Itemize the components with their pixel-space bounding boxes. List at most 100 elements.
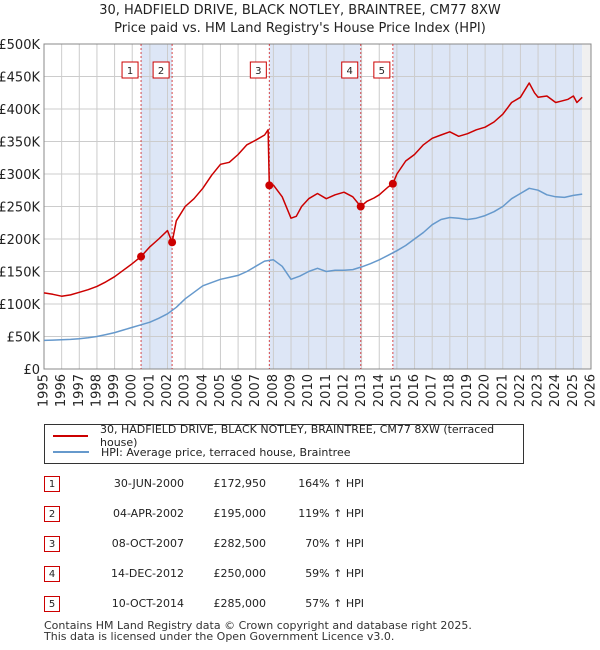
legend-label-hpi: HPI: Average price, terraced house, Brai… [101, 445, 351, 459]
sale-hpi-change: 59% ↑ HPI [305, 567, 364, 580]
footer-line1: Contains HM Land Registry data © Crown c… [44, 619, 472, 632]
sale-price: £282,500 [213, 537, 267, 550]
sale-box-label: 3 [255, 66, 261, 77]
x-tick-label: 2025 [566, 374, 581, 407]
sale-price: £195,000 [213, 507, 267, 520]
sale-hpi-change: 119% ↑ HPI [298, 507, 364, 520]
x-tick-label: 2007 [248, 374, 263, 407]
sale-point [168, 238, 177, 247]
y-tick-label: £0 [23, 363, 40, 378]
sale-point [356, 202, 365, 211]
x-tick-label: 2015 [389, 374, 404, 407]
legend-swatch-hpi [53, 451, 89, 453]
y-tick-label: £400K [0, 103, 40, 118]
x-tick-label: 1996 [54, 374, 69, 407]
x-tick-label: 2008 [266, 374, 281, 407]
x-tick-label: 2004 [195, 374, 210, 407]
sale-point [265, 181, 274, 190]
y-tick-label: £100K [0, 298, 40, 313]
chart-title-line2: Price paid vs. HM Land Registry's House … [114, 21, 486, 36]
x-tick-label: 2017 [425, 374, 440, 407]
x-tick-label: 2022 [513, 374, 528, 407]
sale-hpi-change: 70% ↑ HPI [305, 537, 364, 550]
x-tick-label: 2012 [336, 374, 351, 407]
sale-number-boxes: 1 2 3 4 5 [121, 61, 391, 79]
sale-box [373, 61, 391, 79]
sale-box [121, 61, 139, 79]
y-tick-label: £200K [0, 233, 40, 248]
sale-hpi-change: 57% ↑ HPI [305, 597, 364, 610]
x-tick-label: 2011 [319, 374, 334, 407]
sale-box [152, 61, 170, 79]
sale-date: 14-DEC-2012 [110, 567, 184, 580]
sale-hpi-change: 164% ↑ HPI [298, 477, 364, 490]
x-tick-label: 2003 [178, 374, 193, 407]
x-tick-label: 1998 [89, 374, 104, 407]
sale-number: 2 [44, 506, 60, 522]
x-tick-label: 2013 [354, 374, 369, 407]
footer-line2: This data is licensed under the Open Gov… [44, 630, 395, 643]
chart-title: 30, HADFIELD DRIVE, BLACK NOTLEY, BRAINT… [0, 2, 600, 38]
y-axis-ticks: £0 £50K £100K £150K £200K £250K £300K £350K £400… [0, 38, 40, 378]
sale-price: £172,950 [213, 477, 267, 490]
y-tick-label: £250K [0, 201, 40, 216]
x-tick-label: 2019 [460, 374, 475, 407]
table-row: 3 08-OCT-2007 £282,500 70% ↑ HPI [44, 536, 584, 554]
sale-point [137, 252, 146, 261]
legend-swatch-property [53, 435, 88, 437]
x-tick-label: 2002 [160, 374, 175, 407]
sale-date: 30-JUN-2000 [113, 477, 184, 490]
y-tick-label: £350K [0, 136, 40, 151]
x-tick-label: 2023 [531, 374, 546, 407]
sale-box-label: 2 [158, 66, 164, 77]
property-price-line [43, 82, 583, 297]
sale-box [341, 61, 359, 79]
x-tick-label: 2026 [584, 374, 599, 407]
legend-item-hpi: HPI: Average price, terraced house, Brai… [53, 444, 351, 460]
series-lines [43, 82, 583, 342]
sale-date: 10-OCT-2014 [111, 597, 184, 610]
plot-frame [43, 43, 592, 370]
x-tick-label: 1999 [107, 374, 122, 407]
y-tick-label: £300K [0, 168, 40, 183]
sale-number: 5 [44, 596, 60, 612]
sale-number: 3 [44, 536, 60, 552]
x-tick-label: 2018 [442, 374, 457, 407]
sale-price: £250,000 [213, 567, 267, 580]
table-row: 2 04-APR-2002 £195,000 119% ↑ HPI [44, 506, 584, 524]
hpi-line [43, 187, 583, 342]
sale-date: 08-OCT-2007 [111, 537, 184, 550]
x-tick-label: 2005 [213, 374, 228, 407]
sale-number: 4 [44, 566, 60, 582]
sale-markers [137, 179, 397, 261]
sale-box-label: 4 [347, 66, 353, 77]
x-tick-label: 1995 [37, 374, 52, 407]
x-axis-ticks: 1995 1996 1997 1998 1999 2000 2001 2002 2003 2004… [37, 374, 599, 407]
x-tick-label: 2010 [301, 374, 316, 407]
x-tick-label: 2016 [407, 374, 422, 407]
x-tick-label: 2021 [495, 374, 510, 407]
legend-item-property: 30, HADFIELD DRIVE, BLACK NOTLEY, BRAINT… [53, 423, 523, 449]
table-row: 1 30-JUN-2000 £172,950 164% ↑ HPI [44, 476, 584, 494]
sale-box-label: 5 [379, 66, 385, 77]
x-tick-label: 2020 [478, 374, 493, 407]
table-row: 4 14-DEC-2012 £250,000 59% ↑ HPI [44, 566, 584, 584]
x-tick-label: 2014 [372, 374, 387, 407]
sale-box [249, 61, 267, 79]
sale-number: 1 [44, 476, 60, 492]
legend: 30, HADFIELD DRIVE, BLACK NOTLEY, BRAINT… [44, 423, 524, 464]
sale-price: £285,000 [213, 597, 267, 610]
chart-title-line1: 30, HADFIELD DRIVE, BLACK NOTLEY, BRAINT… [99, 3, 501, 18]
price-chart: £0 £50K £100K £150K £200K £250K £300K £350K £400… [0, 38, 599, 407]
x-tick-label: 2024 [548, 374, 563, 407]
legend-label-property: 30, HADFIELD DRIVE, BLACK NOTLEY, BRAINT… [100, 423, 495, 449]
x-tick-label: 2000 [125, 374, 140, 407]
x-tick-label: 2009 [284, 374, 299, 407]
y-tick-label: £450K [0, 71, 40, 86]
y-tick-label: £50K [7, 331, 41, 346]
table-row: 5 10-OCT-2014 £285,000 57% ↑ HPI [44, 596, 584, 614]
sale-point [388, 179, 397, 188]
x-tick-label: 2001 [142, 374, 157, 407]
sale-date: 04-APR-2002 [112, 507, 184, 520]
x-tick-label: 1997 [72, 374, 87, 407]
